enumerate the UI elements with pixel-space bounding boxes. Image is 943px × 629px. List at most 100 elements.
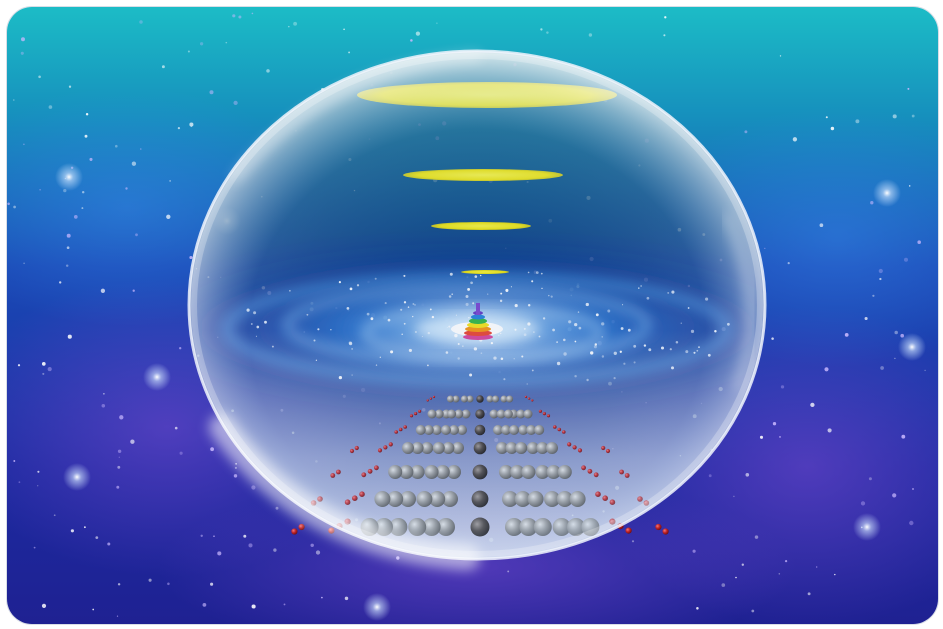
star xyxy=(166,214,171,219)
star xyxy=(283,603,286,606)
star xyxy=(894,330,898,335)
star xyxy=(779,55,782,57)
star xyxy=(754,535,759,539)
star xyxy=(18,481,21,484)
star xyxy=(315,550,321,555)
star xyxy=(780,385,785,389)
star xyxy=(233,474,238,478)
star xyxy=(759,435,764,439)
star xyxy=(410,39,413,42)
bright-star xyxy=(873,179,901,207)
star xyxy=(66,246,70,250)
star xyxy=(436,22,438,24)
bright-star xyxy=(363,593,391,621)
star xyxy=(864,316,868,321)
star xyxy=(664,16,667,19)
star xyxy=(903,257,909,262)
star xyxy=(189,122,194,127)
star xyxy=(816,566,818,568)
star xyxy=(879,277,882,281)
star xyxy=(243,534,247,538)
star xyxy=(65,264,69,267)
star xyxy=(199,42,204,46)
red-particle xyxy=(655,523,662,531)
bright-star xyxy=(55,163,83,191)
star xyxy=(100,288,106,293)
star xyxy=(807,592,811,596)
star xyxy=(238,15,242,19)
star xyxy=(117,449,122,454)
star xyxy=(117,583,121,586)
bubble-sphere xyxy=(187,49,767,570)
star xyxy=(827,428,832,433)
red-particle xyxy=(625,527,632,534)
star xyxy=(892,114,897,119)
star xyxy=(103,393,105,395)
star xyxy=(251,12,254,15)
star xyxy=(293,21,298,26)
star xyxy=(540,28,543,31)
star xyxy=(59,281,62,284)
star xyxy=(234,466,237,469)
star xyxy=(692,549,696,553)
cosmic-bubble-illustration xyxy=(7,7,938,624)
star xyxy=(7,202,10,206)
star xyxy=(135,233,138,237)
star xyxy=(20,51,24,55)
star xyxy=(33,546,36,549)
star xyxy=(92,608,95,611)
star xyxy=(210,447,214,452)
star xyxy=(696,607,699,610)
star xyxy=(908,185,911,187)
star xyxy=(825,116,828,119)
star xyxy=(588,33,593,37)
star xyxy=(779,435,781,438)
star xyxy=(73,215,78,219)
star xyxy=(787,262,790,265)
star xyxy=(210,582,214,586)
star xyxy=(118,456,120,458)
star xyxy=(507,570,510,573)
star xyxy=(13,99,15,101)
star xyxy=(84,526,86,529)
star xyxy=(17,364,21,367)
star xyxy=(735,576,737,579)
star xyxy=(48,105,53,109)
star xyxy=(901,434,906,439)
star xyxy=(132,289,135,292)
star xyxy=(663,34,666,37)
star xyxy=(631,540,635,543)
star xyxy=(924,369,926,372)
star xyxy=(546,31,549,34)
star xyxy=(53,514,56,517)
star xyxy=(321,596,323,599)
star xyxy=(225,41,228,44)
star xyxy=(38,75,41,79)
star xyxy=(917,240,921,244)
star xyxy=(174,426,178,430)
star xyxy=(830,126,835,131)
star xyxy=(844,333,849,337)
star xyxy=(792,137,798,142)
star xyxy=(273,548,277,552)
star xyxy=(784,559,788,563)
star xyxy=(131,161,137,166)
star xyxy=(911,114,915,118)
star xyxy=(125,187,128,190)
star xyxy=(81,190,85,194)
star xyxy=(251,604,256,609)
star xyxy=(200,534,203,537)
star xyxy=(119,415,124,420)
star xyxy=(68,85,72,88)
star xyxy=(47,367,52,372)
star xyxy=(140,148,142,150)
star xyxy=(288,25,290,28)
star xyxy=(179,347,182,350)
star xyxy=(67,334,72,339)
star xyxy=(37,470,40,473)
red-particle xyxy=(291,528,298,535)
star xyxy=(810,402,815,408)
bright-star xyxy=(853,513,881,541)
star xyxy=(37,485,39,487)
star xyxy=(824,367,829,372)
